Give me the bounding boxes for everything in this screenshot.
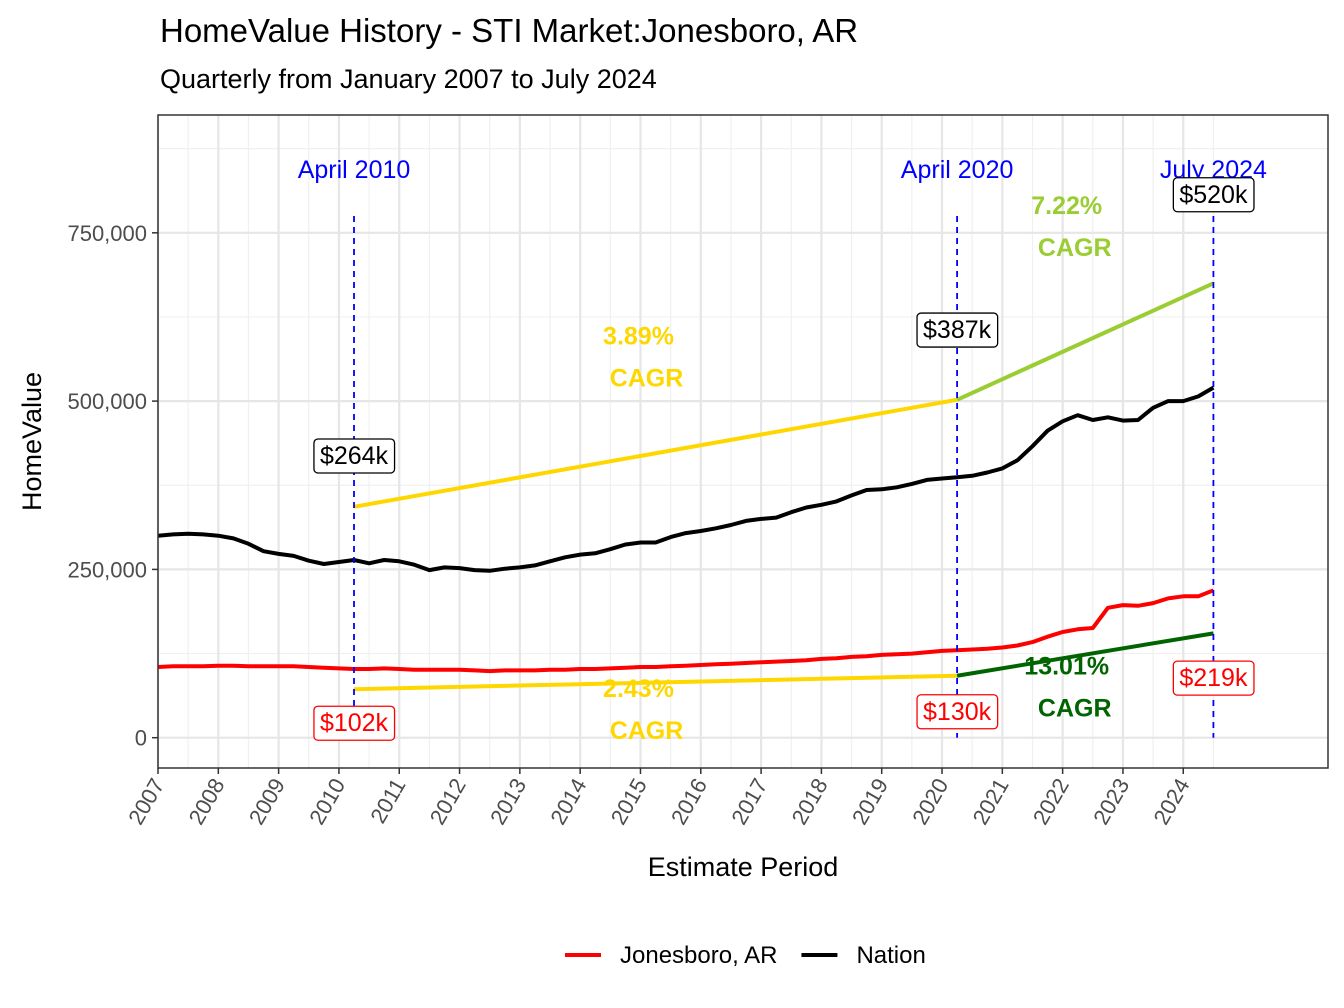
x-tick-label: 2016 — [666, 774, 712, 829]
cagr-percent-label: 13.01% — [1024, 653, 1109, 681]
x-tick-label: 2010 — [304, 774, 350, 829]
x-tick-label: 2017 — [726, 774, 772, 829]
value-label-text: $520k — [1179, 181, 1248, 209]
value-label-text: $219k — [1179, 664, 1248, 692]
annotations: April 2010 April 2020 July 20243.89%CAGR7.… — [298, 156, 1267, 745]
chart-subtitle: Quarterly from January 2007 to July 2024 — [160, 64, 657, 94]
value-label-text: $264k — [320, 442, 389, 470]
reference-line-label: April 2010 — [298, 156, 411, 184]
cagr-trend-line — [353, 397, 958, 509]
legend-item: Nation — [801, 942, 926, 969]
value-label-border — [1172, 660, 1255, 696]
value-label-box: $520k — [1172, 177, 1255, 213]
cagr-trend-line — [956, 631, 1214, 678]
cagr-word-label: CAGR — [610, 717, 684, 745]
major-gridlines — [156, 115, 1328, 768]
chart-title: HomeValue History - STI Market:Jonesboro… — [160, 12, 859, 49]
x-tick-label: 2018 — [787, 774, 833, 829]
x-tick-label: 2024 — [1148, 774, 1194, 829]
x-tick-label: 2020 — [907, 774, 953, 829]
x-tick-label: 2008 — [184, 774, 230, 829]
legend-item: Jonesboro, AR — [565, 942, 777, 969]
value-label-border — [916, 694, 999, 730]
value-label-box: $130k — [916, 694, 999, 730]
value-label-box: $102k — [313, 705, 396, 741]
x-tick-label: 2022 — [1028, 774, 1074, 829]
value-label-border — [313, 705, 396, 741]
cagr-word-label: CAGR — [1038, 234, 1112, 262]
value-label-box: $219k — [1172, 660, 1255, 696]
cagr-trend-line — [353, 673, 958, 692]
x-tick-label: 2009 — [244, 774, 290, 829]
x-tick-label: 2011 — [365, 774, 410, 827]
x-tick-label: 2014 — [545, 774, 591, 829]
plot-panel-border — [157, 114, 1329, 769]
x-axis-ticks: 2007 2008 2009 2010 2011 2012 2013 2014 2015 2016… — [123, 768, 1195, 829]
legend: Jonesboro, AR Nation — [565, 942, 926, 969]
x-tick-label: 2015 — [606, 774, 652, 829]
x-tick-label: 2021 — [968, 774, 1014, 829]
y-axis-title: HomeValue — [17, 372, 47, 511]
y-axis-ticks: 0 250,000 500,000 750,000 — [67, 221, 158, 751]
legend-label: Nation — [856, 942, 925, 969]
y-tick-label: 0 — [135, 726, 147, 751]
cagr-trend-line — [956, 281, 1215, 402]
value-label-border — [1172, 177, 1255, 213]
series-line-jonesboro-ar — [157, 588, 1215, 674]
y-tick-label: 750,000 — [67, 221, 147, 246]
legend-label: Jonesboro, AR — [620, 942, 777, 969]
cagr-percent-label: 3.89% — [603, 323, 674, 351]
cagr-trend-lines — [353, 281, 1215, 692]
cagr-percent-label: 2.43% — [603, 675, 674, 703]
y-tick-label: 500,000 — [67, 389, 147, 414]
value-label-text: $102k — [320, 709, 389, 737]
value-label-border — [313, 438, 396, 474]
x-tick-label: 2023 — [1088, 774, 1134, 829]
cagr-word-label: CAGR — [610, 365, 684, 393]
value-label-box: $387k — [916, 312, 999, 348]
value-label-box: $264k — [313, 438, 396, 474]
x-tick-label: 2013 — [485, 774, 531, 829]
y-tick-label: 250,000 — [67, 557, 147, 582]
cagr-percent-label: 7.22% — [1031, 192, 1102, 220]
value-label-text: $387k — [923, 316, 992, 344]
x-tick-label: 2019 — [847, 774, 893, 829]
cagr-word-label: CAGR — [1038, 695, 1112, 723]
reference-line-label: April 2020 — [901, 156, 1014, 184]
series-line-nation — [157, 385, 1215, 573]
value-label-border — [916, 312, 999, 348]
value-label-text: $130k — [923, 698, 992, 726]
x-tick-label: 2012 — [425, 774, 471, 829]
series-lines — [157, 385, 1215, 674]
reference-lines — [353, 215, 1215, 738]
x-axis-title: Estimate Period — [648, 852, 839, 882]
x-tick-label: 2007 — [123, 774, 169, 829]
